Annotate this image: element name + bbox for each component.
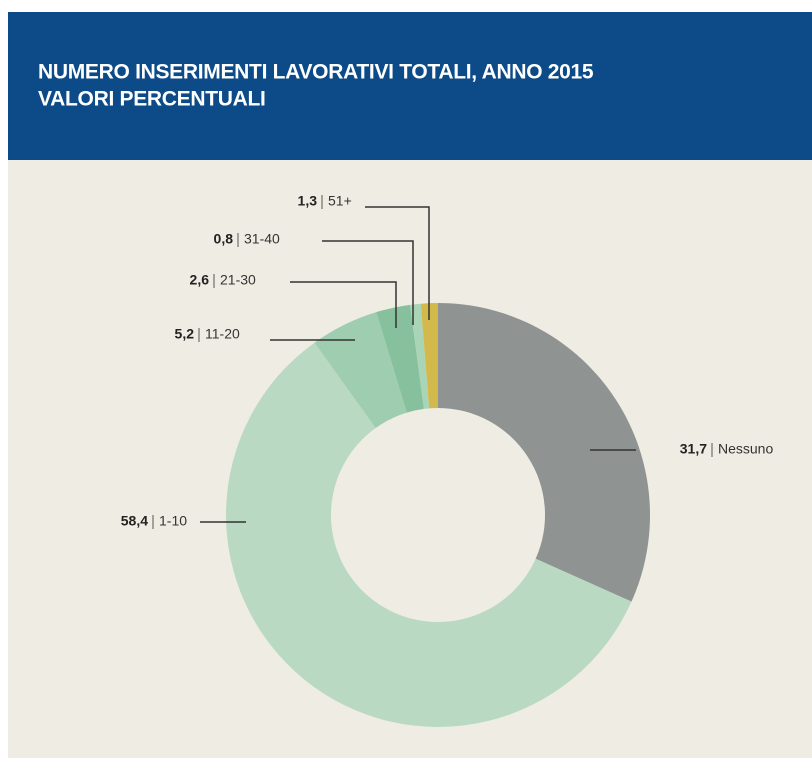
value-label: 1,3	[298, 193, 318, 209]
value-label: 31,7	[680, 441, 707, 457]
donut-slice	[225, 342, 632, 728]
category-label: 21-30	[220, 272, 256, 288]
donut-slice	[420, 303, 438, 409]
chart-subtitle: VALORI PERCENTUALI	[38, 88, 266, 111]
value-label: 0,8	[214, 231, 234, 247]
donut-slice	[376, 304, 424, 413]
category-label: 11-20	[205, 326, 240, 342]
donut-slice	[314, 312, 407, 429]
leader-line	[322, 240, 414, 325]
category-label: Nessuno	[718, 441, 773, 457]
category-label: 31-40	[244, 231, 280, 247]
value-label: 5,2	[175, 326, 195, 342]
category-label: 51+	[328, 193, 352, 209]
donut-slice	[438, 303, 650, 602]
value-label: 58,4	[121, 513, 148, 529]
leader-line	[365, 206, 430, 320]
header	[8, 12, 812, 160]
value-label: 2,6	[190, 272, 210, 288]
category-label: 1-10	[159, 513, 187, 529]
donut-slice	[410, 303, 430, 409]
chart-title: NUMERO INSERIMENTI LAVORATIVI TOTALI, AN…	[38, 61, 594, 84]
leader-line	[290, 281, 397, 328]
